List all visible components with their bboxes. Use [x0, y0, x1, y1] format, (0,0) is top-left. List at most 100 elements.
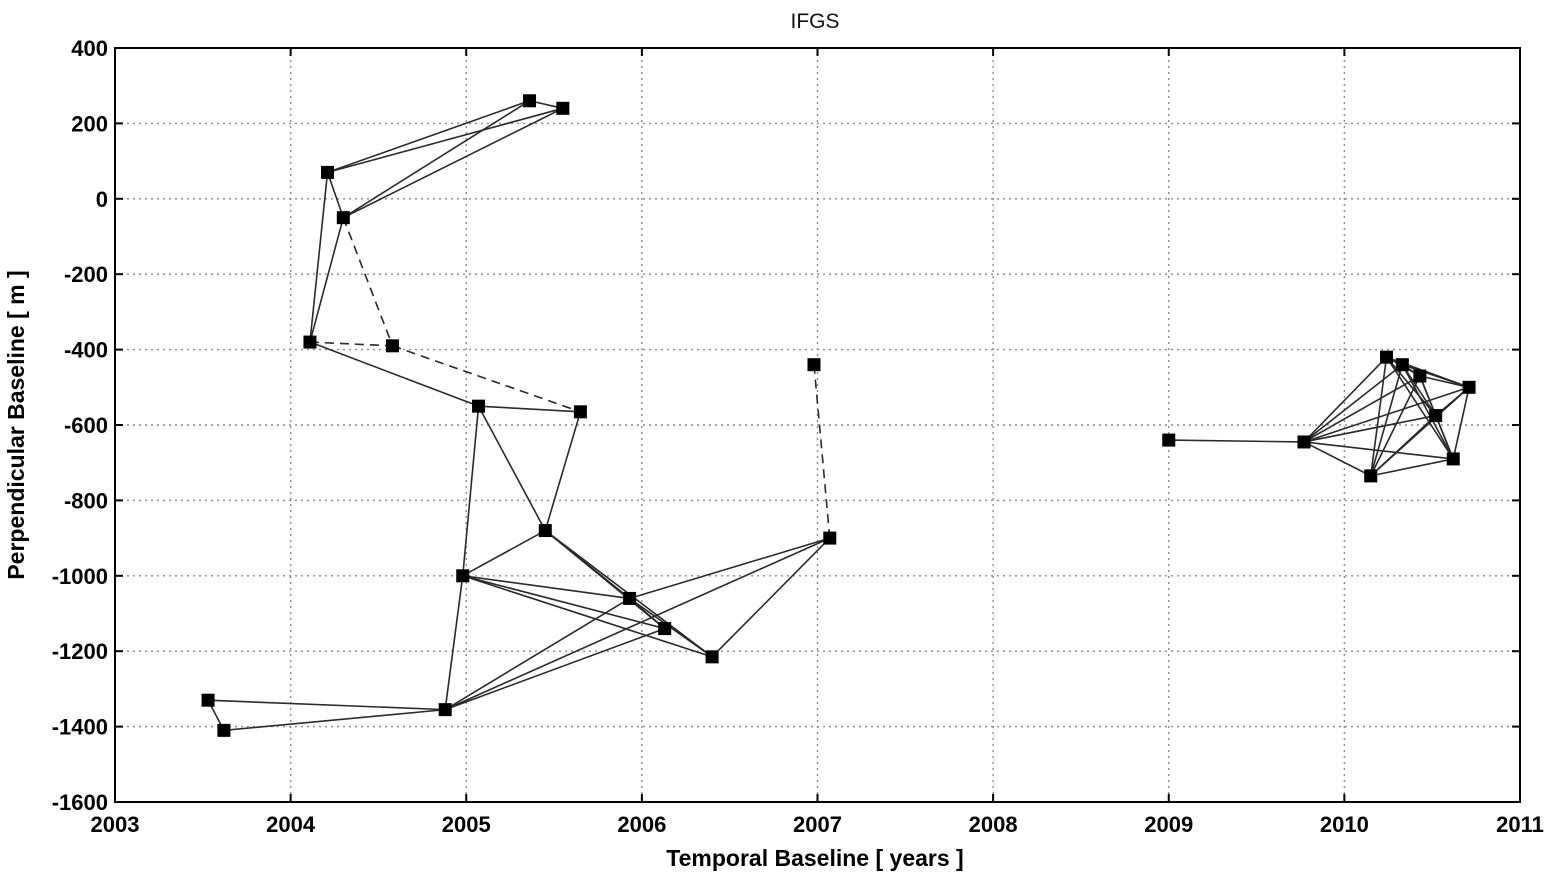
acquisition-marker-A13: [573, 405, 587, 419]
acquisition-marker-A7: [438, 703, 452, 717]
interferogram-edge-A20-A21: [1303, 441, 1372, 477]
interferogram-edge-A8-A16: [462, 575, 713, 658]
x-tick-label: 2004: [266, 812, 316, 837]
y-tick-label: -400: [64, 338, 108, 363]
interferogram-edge-A24-A27: [1419, 375, 1470, 389]
interferogram-edge-A20-A27: [1303, 386, 1470, 443]
interferogram-edge-A22-A26: [1385, 356, 1454, 460]
interferogram-edge-A21-A23: [1369, 364, 1404, 477]
acquisition-marker-A11: [538, 524, 552, 538]
y-tick-label: 0: [96, 187, 108, 212]
x-tick-label: 2003: [91, 812, 140, 837]
acquisition-marker-A27: [1462, 380, 1476, 394]
interferogram-edge-A3-A4: [309, 172, 329, 343]
x-tick-label: 2005: [442, 812, 491, 837]
acquisition-marker-A21: [1364, 469, 1378, 483]
y-tick-label: -1200: [52, 639, 108, 664]
y-tick-label: -1600: [52, 790, 108, 815]
acquisition-marker-A2: [217, 723, 231, 737]
acquisition-marker-A12: [556, 101, 570, 115]
interferogram-edge-A8-A7: [444, 575, 464, 710]
y-axis-label: Perpendicular Baseline [ m ]: [3, 270, 29, 579]
acquisition-marker-A9: [472, 399, 486, 413]
acquisition-marker-A16: [705, 650, 719, 664]
interferogram-edge-A9-A8: [461, 406, 480, 576]
interferogram-edge-A26-A27: [1452, 387, 1470, 460]
interferogram-edge-A23-A26: [1401, 364, 1454, 460]
x-tick-label: 2006: [617, 812, 666, 837]
interferogram-edge-A8-A15: [462, 575, 665, 630]
x-tick-label: 2009: [1144, 812, 1193, 837]
interferogram-edge-A21-A22: [1369, 357, 1388, 477]
x-axis-label: Temporal Baseline [ years ]: [666, 845, 963, 871]
x-tick-label: 2010: [1320, 812, 1369, 837]
acquisition-marker-A24: [1413, 369, 1427, 383]
interferogram-edge-A5-A12: [342, 107, 564, 219]
x-tick-label: 2007: [793, 812, 842, 837]
interferogram-edge-A23-A27: [1402, 363, 1470, 389]
grid-lines: [115, 48, 1520, 802]
interferogram-edge-A13-A11: [544, 411, 582, 531]
x-tick-label: 2008: [969, 812, 1018, 837]
interferogram-edge-A7-A18: [444, 537, 831, 711]
interferogram-edge-A19-A20: [1168, 439, 1304, 443]
interferogram-edge-A5-A6: [342, 217, 394, 347]
interferogram-edge-A9-A13: [478, 405, 581, 413]
acquisition-marker-A18: [823, 531, 837, 545]
y-tick-label: -600: [64, 413, 108, 438]
acquisition-marker-A6: [385, 339, 399, 353]
interferogram-edge-A4-A10: [327, 100, 530, 174]
interferogram-edge-A4-A12: [327, 107, 564, 174]
interferogram-edge-A9-A11: [477, 405, 546, 531]
interferogram-edge-A3-A6: [309, 341, 393, 347]
interferogram-edge-A22-A25: [1385, 356, 1437, 417]
acquisition-marker-A20: [1297, 435, 1311, 449]
interferogram-edge-A4-A5: [326, 172, 345, 218]
chart-title: IFGS: [790, 10, 839, 33]
interferogram-edge-A3-A5: [309, 217, 345, 343]
interferogram-edge-A20-A22: [1303, 356, 1388, 443]
acquisition-marker-A23: [1395, 358, 1409, 372]
acquisition-marker-A4: [321, 165, 335, 179]
y-tick-label: -1400: [52, 715, 108, 740]
interferogram-edge-A1-A7: [208, 699, 446, 711]
acquisition-marker-A15: [658, 622, 672, 636]
interferogram-edge-A20-A24: [1303, 375, 1421, 443]
interferogram-edge-A2-A7: [223, 708, 446, 732]
acquisition-marker-A3: [303, 335, 317, 349]
interferogram-edge-A14-A18: [629, 537, 831, 600]
y-tick-label: -800: [64, 488, 108, 513]
y-tick-label: -1000: [52, 564, 108, 589]
acquisition-marker-A10: [522, 94, 536, 108]
interferogram-edge-A25-A26: [1434, 415, 1455, 460]
acquisition-marker-A14: [623, 591, 637, 605]
interferogram-edge-A6-A13: [392, 345, 581, 413]
acquisition-marker-A5: [336, 211, 350, 225]
acquisition-marker-A19: [1162, 433, 1176, 447]
interferogram-edge-A21-A24: [1370, 375, 1421, 477]
interferogram-edge-A5-A10: [342, 100, 530, 219]
interferogram-edge-A7-A15: [444, 627, 665, 711]
interferogram-edge-A8-A11: [462, 529, 546, 577]
interferogram-edge-A20-A23: [1303, 364, 1403, 443]
acquisition-marker-A1: [201, 693, 215, 707]
interferogram-edge-A8-A14: [462, 575, 630, 600]
acquisition-marker-A8: [456, 569, 470, 583]
interferogram-edge-A20-A25: [1303, 414, 1436, 443]
acquisition-markers: [201, 94, 1476, 737]
y-tick-label: 400: [71, 36, 108, 61]
interferogram-edge-A3-A9: [309, 341, 479, 407]
interferogram-edge-A7-A14: [444, 597, 630, 711]
acquisition-marker-A26: [1446, 452, 1460, 466]
acquisition-marker-A22: [1380, 350, 1394, 364]
y-tick-label: 200: [71, 111, 108, 136]
interferogram-edge-A23-A25: [1401, 364, 1437, 417]
interferogram-edges: [207, 99, 1470, 732]
x-tick-label: 2011: [1496, 812, 1544, 837]
interferogram-edge-A21-A26: [1370, 458, 1454, 477]
acquisition-marker-A17: [807, 358, 821, 372]
acquisition-marker-A25: [1429, 409, 1443, 423]
interferogram-edge-A17-A18: [813, 364, 831, 539]
y-tick-label: -200: [64, 262, 108, 287]
